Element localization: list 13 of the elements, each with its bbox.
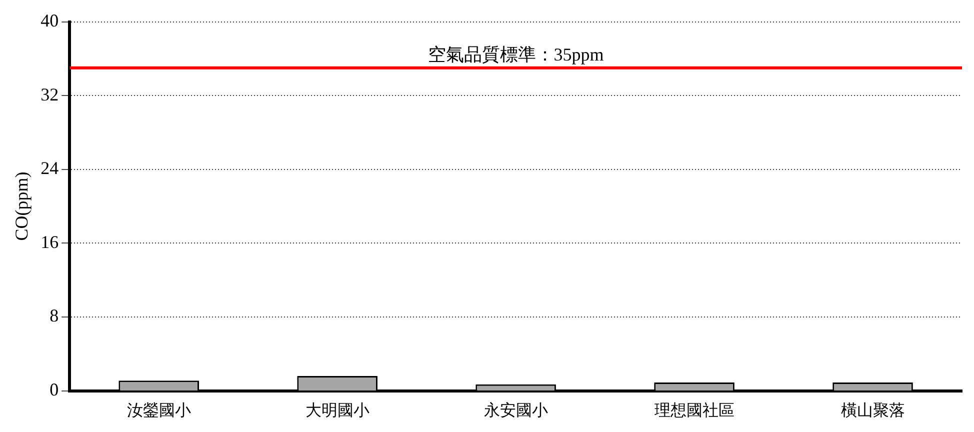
y-tick-label: 24 — [40, 158, 59, 178]
y-tick-label: 0 — [50, 380, 59, 400]
y-axis-title: CO(ppm) — [12, 172, 32, 241]
x-tick-label: 大明國小 — [305, 400, 370, 420]
x-tick-label: 理想國社區 — [654, 400, 734, 420]
y-tick-label: 40 — [40, 10, 59, 31]
y-tick-label: 8 — [50, 306, 59, 326]
y-tick-label: 16 — [40, 232, 59, 252]
ref-line-label: 空氣品質標準：35ppm — [428, 44, 604, 65]
x-tick-label: 永安國小 — [484, 400, 548, 420]
x-tick-label: 汝鎣國小 — [126, 400, 191, 420]
y-tick-label: 32 — [40, 84, 59, 104]
x-tick-label: 橫山聚落 — [840, 400, 905, 420]
